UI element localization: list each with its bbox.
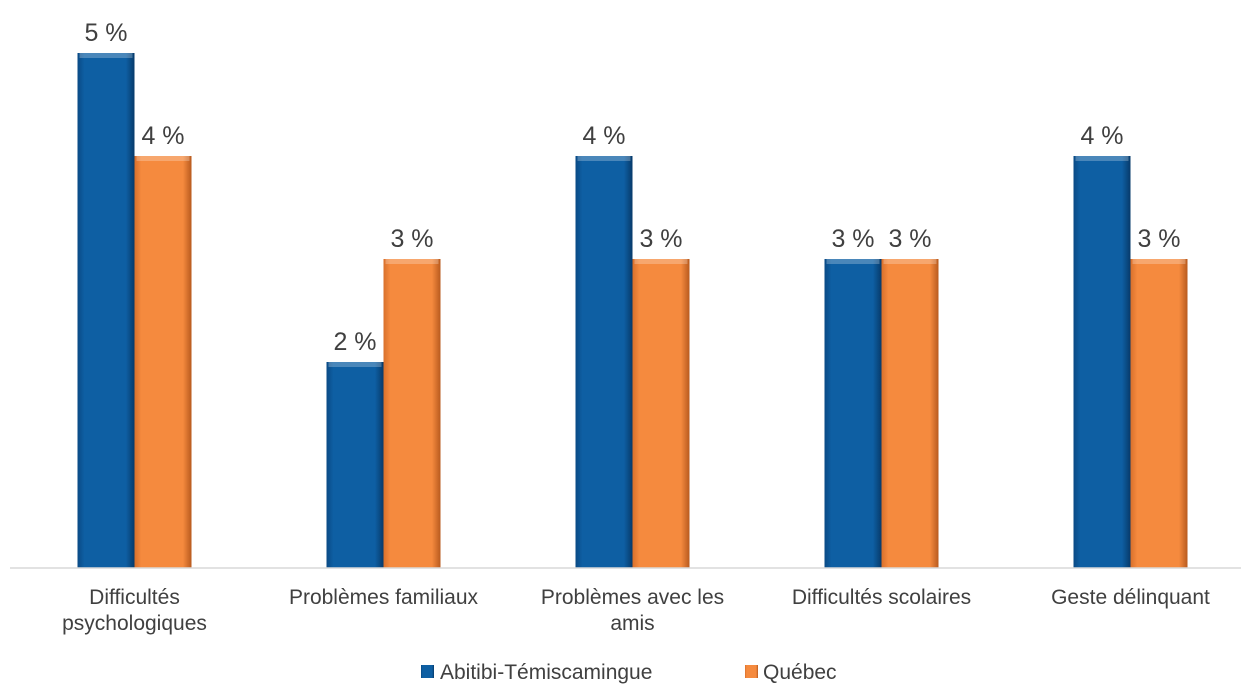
category-label: Difficultés <box>89 586 180 609</box>
bar-bevel <box>634 259 688 264</box>
bar-bevel <box>328 362 382 367</box>
category-labels-layer: Difficultés psychologiques Problèmes famil… <box>62 586 1210 635</box>
bar-abitibi-2 <box>575 156 633 568</box>
data-label: 4 % <box>1080 122 1123 150</box>
bar-quebec-1 <box>383 259 441 568</box>
bar-quebec-2 <box>632 259 690 568</box>
data-labels-layer: 5 % 4 % 2 % 3 % 4 % 3 % 3 % 3 % 4 % 3 % <box>84 19 1180 356</box>
legend-label-abitibi: Abitibi-Témiscamingue <box>440 661 652 684</box>
data-label: 4 % <box>141 122 184 150</box>
category-label: Difficultés scolaires <box>792 586 971 609</box>
legend-swatch-abitibi <box>421 665 434 678</box>
bar-quebec-3 <box>881 259 939 568</box>
category-label: Geste délinquant <box>1051 586 1210 609</box>
bar-bevel <box>136 156 190 161</box>
legend: Abitibi-Témiscamingue Québec <box>421 661 837 684</box>
bar-bevel <box>79 53 133 58</box>
category-label: amis <box>610 612 654 635</box>
bar-bevel <box>1075 156 1129 161</box>
bar-abitibi-0 <box>77 53 135 568</box>
legend-label-quebec: Québec <box>763 661 837 684</box>
data-label: 4 % <box>582 122 625 150</box>
legend-swatch-quebec <box>745 665 758 678</box>
bar-bevel <box>1132 259 1186 264</box>
bar-quebec-0 <box>134 156 192 568</box>
bar-bevel <box>385 259 439 264</box>
bar-bevel <box>577 156 631 161</box>
category-label: Problèmes avec les <box>541 586 724 609</box>
bar-quebec-4 <box>1130 259 1188 568</box>
data-label: 3 % <box>1137 225 1180 253</box>
data-label: 2 % <box>333 328 376 356</box>
bar-bevel <box>883 259 937 264</box>
bar-bevel <box>826 259 880 264</box>
data-label: 3 % <box>888 225 931 253</box>
category-label: psychologiques <box>62 612 207 635</box>
data-label: 3 % <box>390 225 433 253</box>
category-label: Problèmes familiaux <box>289 586 479 609</box>
data-label: 5 % <box>84 19 127 47</box>
bars-layer <box>77 53 1188 568</box>
bar-abitibi-4 <box>1073 156 1131 568</box>
data-label: 3 % <box>831 225 874 253</box>
bar-abitibi-1 <box>326 362 384 568</box>
data-label: 3 % <box>639 225 682 253</box>
bar-abitibi-3 <box>824 259 882 568</box>
